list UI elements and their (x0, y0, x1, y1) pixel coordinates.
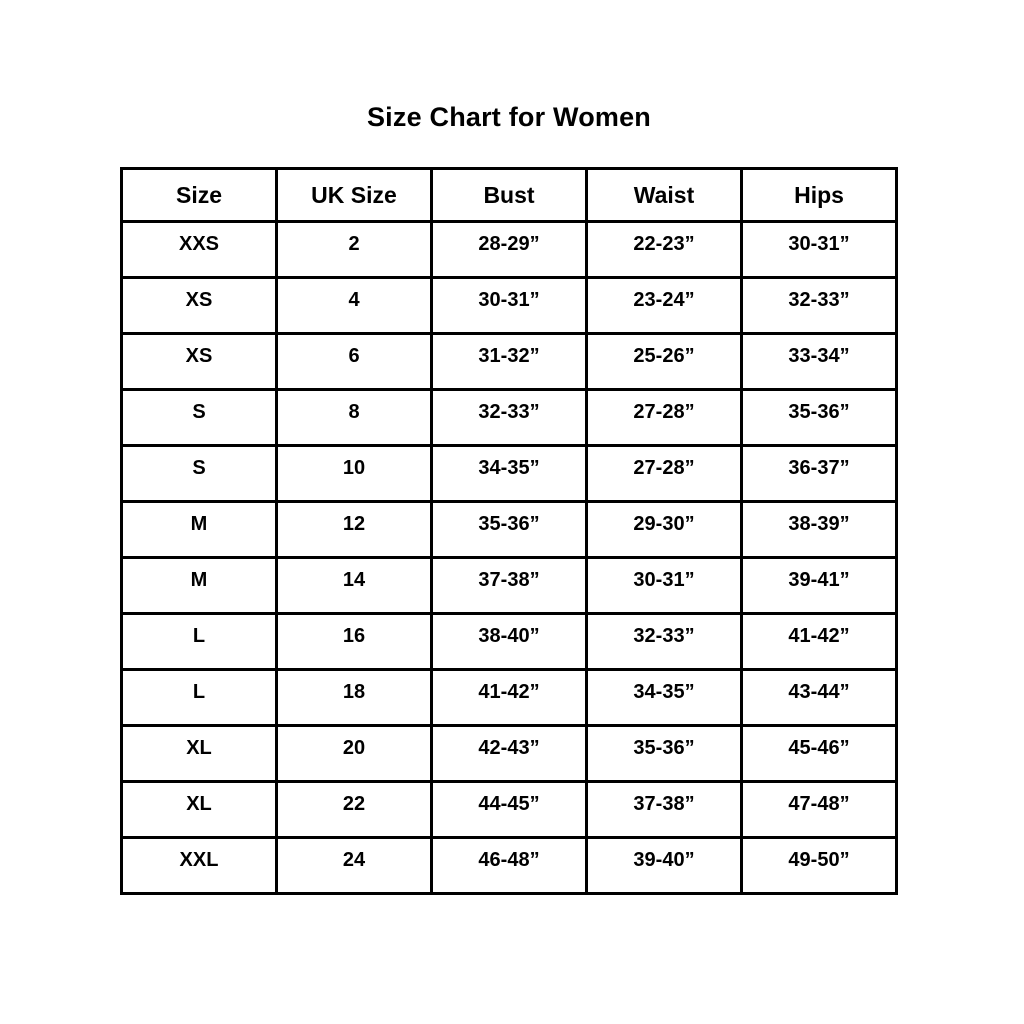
table-body: XXS 2 28-29” 22-23” 30-31” XS 4 30-31” 23-24” 32-… (120, 220, 898, 895)
header-uk-size: UK Size (275, 167, 433, 223)
table-row: S 8 32-33” 27-28” 35-36” (120, 388, 898, 447)
cell-bust: 35-36” (430, 500, 588, 559)
cell-bust: 41-42” (430, 668, 588, 727)
cell-hips: 39-41” (740, 556, 898, 615)
cell-size: L (120, 612, 278, 671)
cell-size: L (120, 668, 278, 727)
table-header-row: Size UK Size Bust Waist Hips (120, 167, 898, 223)
cell-uk-size: 16 (275, 612, 433, 671)
cell-bust: 37-38” (430, 556, 588, 615)
header-hips: Hips (740, 167, 898, 223)
cell-hips: 30-31” (740, 220, 898, 279)
cell-waist: 25-26” (585, 332, 743, 391)
header-bust: Bust (430, 167, 588, 223)
table-row: S 10 34-35” 27-28” 36-37” (120, 444, 898, 503)
cell-bust: 42-43” (430, 724, 588, 783)
cell-bust: 44-45” (430, 780, 588, 839)
cell-hips: 36-37” (740, 444, 898, 503)
cell-uk-size: 10 (275, 444, 433, 503)
cell-size: XXS (120, 220, 278, 279)
cell-waist: 27-28” (585, 444, 743, 503)
cell-bust: 31-32” (430, 332, 588, 391)
cell-waist: 23-24” (585, 276, 743, 335)
table-header: Size UK Size Bust Waist Hips (120, 167, 898, 223)
cell-uk-size: 20 (275, 724, 433, 783)
table-row: L 18 41-42” 34-35” 43-44” (120, 668, 898, 727)
cell-hips: 33-34” (740, 332, 898, 391)
cell-uk-size: 22 (275, 780, 433, 839)
cell-size: XL (120, 724, 278, 783)
cell-uk-size: 8 (275, 388, 433, 447)
cell-hips: 45-46” (740, 724, 898, 783)
cell-bust: 30-31” (430, 276, 588, 335)
cell-size: S (120, 444, 278, 503)
cell-size: XS (120, 332, 278, 391)
size-chart-table: Size UK Size Bust Waist Hips XXS 2 28-29” 2… (120, 167, 898, 895)
cell-hips: 38-39” (740, 500, 898, 559)
table-row: XL 22 44-45” 37-38” 47-48” (120, 780, 898, 839)
cell-waist: 22-23” (585, 220, 743, 279)
cell-waist: 27-28” (585, 388, 743, 447)
cell-bust: 46-48” (430, 836, 588, 895)
cell-uk-size: 12 (275, 500, 433, 559)
cell-uk-size: 4 (275, 276, 433, 335)
cell-size: M (120, 500, 278, 559)
cell-hips: 49-50” (740, 836, 898, 895)
header-waist: Waist (585, 167, 743, 223)
cell-hips: 41-42” (740, 612, 898, 671)
page-title: Size Chart for Women (366, 102, 652, 132)
cell-size: M (120, 556, 278, 615)
cell-bust: 28-29” (430, 220, 588, 279)
cell-bust: 32-33” (430, 388, 588, 447)
table-row: XXS 2 28-29” 22-23” 30-31” (120, 220, 898, 279)
cell-bust: 34-35” (430, 444, 588, 503)
cell-waist: 37-38” (585, 780, 743, 839)
cell-size: S (120, 388, 278, 447)
cell-uk-size: 18 (275, 668, 433, 727)
cell-hips: 32-33” (740, 276, 898, 335)
cell-waist: 30-31” (585, 556, 743, 615)
cell-waist: 39-40” (585, 836, 743, 895)
table-row: XS 6 31-32” 25-26” 33-34” (120, 332, 898, 391)
table-row: M 14 37-38” 30-31” 39-41” (120, 556, 898, 615)
cell-waist: 32-33” (585, 612, 743, 671)
cell-bust: 38-40” (430, 612, 588, 671)
cell-hips: 47-48” (740, 780, 898, 839)
cell-uk-size: 24 (275, 836, 433, 895)
table-row: M 12 35-36” 29-30” 38-39” (120, 500, 898, 559)
cell-hips: 43-44” (740, 668, 898, 727)
table-row: XL 20 42-43” 35-36” 45-46” (120, 724, 898, 783)
cell-hips: 35-36” (740, 388, 898, 447)
cell-waist: 35-36” (585, 724, 743, 783)
cell-uk-size: 6 (275, 332, 433, 391)
cell-size: XS (120, 276, 278, 335)
cell-waist: 34-35” (585, 668, 743, 727)
table-row: XXL 24 46-48” 39-40” 49-50” (120, 836, 898, 895)
cell-uk-size: 2 (275, 220, 433, 279)
cell-size: XXL (120, 836, 278, 895)
cell-uk-size: 14 (275, 556, 433, 615)
table-row: L 16 38-40” 32-33” 41-42” (120, 612, 898, 671)
cell-waist: 29-30” (585, 500, 743, 559)
cell-size: XL (120, 780, 278, 839)
table-row: XS 4 30-31” 23-24” 32-33” (120, 276, 898, 335)
header-size: Size (120, 167, 278, 223)
